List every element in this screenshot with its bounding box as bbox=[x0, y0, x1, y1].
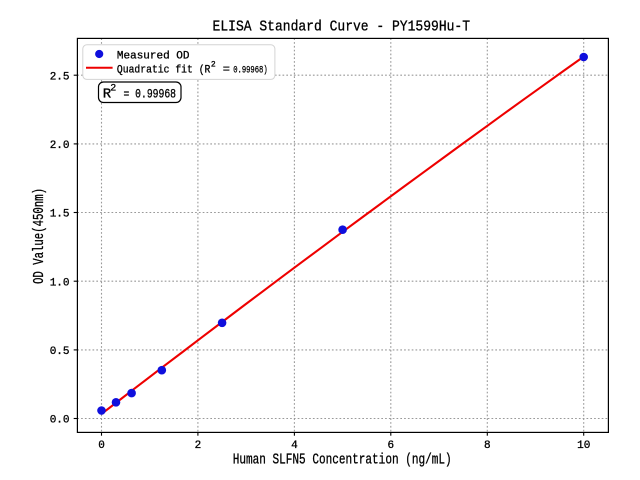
svg-text:Quadratic fit (R: Quadratic fit (R bbox=[117, 65, 211, 77]
svg-text:2: 2 bbox=[211, 60, 216, 69]
svg-text:=: = bbox=[223, 63, 230, 77]
svg-text:ELISA Standard Curve - PY1599H: ELISA Standard Curve - PY1599Hu-T bbox=[213, 19, 471, 36]
svg-text:2.5: 2.5 bbox=[50, 71, 70, 83]
svg-text:OD Value(450nm): OD Value(450nm) bbox=[32, 188, 48, 284]
svg-text:1.5: 1.5 bbox=[50, 209, 70, 221]
svg-text:8: 8 bbox=[484, 440, 491, 452]
svg-text:0: 0 bbox=[98, 440, 105, 452]
svg-text:2.0: 2.0 bbox=[50, 140, 70, 152]
svg-text:10: 10 bbox=[577, 440, 590, 452]
svg-text:R: R bbox=[103, 86, 112, 102]
svg-text:1.0: 1.0 bbox=[50, 277, 70, 289]
svg-text:Measured OD: Measured OD bbox=[117, 51, 190, 63]
svg-text:0.0: 0.0 bbox=[50, 415, 70, 427]
svg-text:0.5: 0.5 bbox=[50, 346, 70, 358]
svg-text:Human SLFN5 Concentration (ng/: Human SLFN5 Concentration (ng/mL) bbox=[233, 453, 452, 469]
svg-text:0.99968): 0.99968) bbox=[233, 65, 268, 77]
svg-text:2: 2 bbox=[195, 440, 202, 452]
svg-text:6: 6 bbox=[387, 440, 394, 452]
svg-text:= 0.99968: = 0.99968 bbox=[124, 86, 177, 101]
svg-text:4: 4 bbox=[291, 440, 298, 452]
svg-text:2: 2 bbox=[110, 84, 116, 95]
